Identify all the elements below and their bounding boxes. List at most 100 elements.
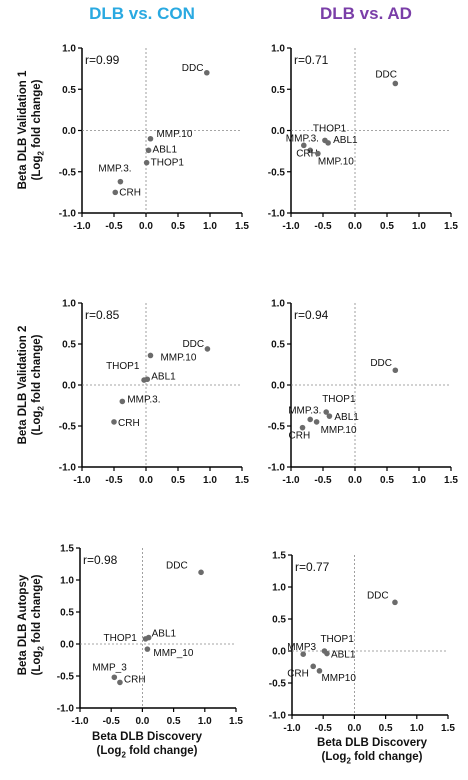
point-label: DDC — [370, 358, 392, 369]
point-label: THOP1 — [151, 158, 185, 169]
point-label: MMP.3. — [98, 164, 131, 175]
y-tick-label: 0.0 — [271, 126, 285, 137]
point-label: MMP3 — [287, 642, 316, 653]
x-tick-label: 1.0 — [410, 723, 424, 734]
point-label: MMP_3 — [92, 662, 127, 673]
y-tick-label: 0.5 — [271, 85, 285, 96]
point-label: DDC — [182, 63, 204, 74]
point-label: DDC — [166, 560, 188, 571]
x-tick-label: 0.0 — [347, 723, 361, 734]
data-point — [315, 150, 321, 157]
x-tick-label: -1.0 — [282, 475, 300, 486]
point-label: DDC — [375, 69, 397, 80]
data-point — [144, 646, 151, 652]
point-label: ABL1 — [152, 629, 177, 640]
point-label: ABL1 — [153, 144, 178, 155]
point-label: DDC — [367, 590, 389, 601]
y-tick-label: -0.5 — [268, 167, 286, 178]
x-tick-label: 1.5 — [235, 221, 249, 232]
point-label: CRH — [124, 674, 146, 685]
y-tick-label: 1.5 — [272, 551, 286, 562]
y-tick-label: 1.0 — [62, 299, 76, 310]
point-label: CRH — [119, 187, 141, 198]
y-tick-label: 0.0 — [62, 126, 76, 137]
x-tick-label: 1.0 — [412, 475, 426, 486]
x-tick-label: 0.0 — [135, 716, 149, 727]
data-point — [313, 419, 320, 425]
y-tick-label: -1.0 — [59, 209, 77, 220]
data-point — [324, 650, 330, 657]
point-label: CRH — [118, 418, 140, 429]
data-point — [117, 679, 123, 686]
x-tick-label: -1.0 — [71, 716, 89, 727]
x-tick-label: -0.5 — [105, 221, 123, 232]
y-tick-label: 0.0 — [272, 647, 286, 658]
data-point — [111, 674, 118, 681]
data-point — [392, 367, 399, 374]
data-point — [392, 80, 399, 87]
x-tick-label: 0.0 — [348, 475, 362, 486]
data-point — [204, 69, 210, 76]
data-point — [325, 140, 331, 146]
point-label: MMP.3. — [286, 133, 319, 144]
data-point — [301, 142, 307, 149]
column-title-dlb-vs-con: DLB vs. CON — [89, 4, 195, 23]
y-tick-label: 0.0 — [60, 640, 74, 651]
x-tick-label: 0.0 — [139, 475, 153, 486]
point-label: THOP1 — [106, 361, 140, 372]
x-tick-label: -0.5 — [105, 475, 123, 486]
x-tick-label: 1.5 — [444, 221, 458, 232]
point-label: CRH — [289, 431, 311, 442]
y-tick-label: -1.0 — [269, 711, 287, 722]
data-point — [300, 651, 307, 657]
x-tick-label: 0.5 — [380, 475, 394, 486]
point-label: MMP.10 — [160, 352, 196, 363]
x-tick-label: 1.5 — [235, 475, 249, 486]
x-tick-label: 0.5 — [171, 475, 185, 486]
y-tick-label: -1.0 — [268, 463, 286, 474]
y-tick-label: 0.5 — [62, 85, 76, 96]
x-tick-label: 1.0 — [198, 716, 212, 727]
x-tick-label: 1.5 — [229, 716, 243, 727]
point-label: ABL1 — [331, 650, 356, 661]
x-tick-label: 0.0 — [139, 221, 153, 232]
data-point — [145, 147, 152, 154]
x-axis-label-left: Beta DLB Discovery (Log2 fold change) — [72, 730, 222, 759]
y-tick-label: -0.5 — [59, 422, 77, 433]
x-tick-label: 1.5 — [444, 475, 458, 486]
x-tick-label: 1.0 — [412, 221, 426, 232]
data-point — [316, 668, 323, 674]
correlation-annotation: r=0.94 — [294, 308, 329, 322]
point-label: THOP1 — [322, 394, 356, 405]
data-point — [145, 634, 152, 641]
correlation-annotation: r=0.98 — [83, 553, 118, 567]
y-tick-label: 1.0 — [62, 44, 76, 55]
point-label: MMP.3. — [288, 405, 321, 416]
column-title-dlb-vs-ad: DLB vs. AD — [320, 4, 412, 23]
y-tick-label: -0.5 — [57, 672, 75, 683]
x-tick-label: -1.0 — [283, 723, 301, 734]
point-label: MMP.10 — [156, 129, 192, 140]
data-point — [299, 424, 306, 431]
x-tick-label: 1.5 — [441, 723, 455, 734]
correlation-annotation: r=0.77 — [295, 560, 330, 574]
data-point — [204, 346, 211, 352]
point-label: MMP.3. — [127, 394, 160, 405]
point-label: CRH — [287, 668, 309, 679]
data-point — [307, 147, 314, 154]
data-point — [143, 159, 150, 166]
x-axis-unit: (Log2 fold change) — [321, 751, 423, 766]
y-tick-label: 1.0 — [272, 583, 286, 594]
x-axis-title: Beta DLB Discovery — [317, 737, 427, 749]
y-tick-label: 0.0 — [62, 381, 76, 392]
data-point — [147, 352, 154, 359]
x-tick-label: -1.0 — [73, 221, 91, 232]
point-label: ABL1 — [151, 371, 176, 382]
point-label: CRH — [296, 148, 318, 159]
x-tick-label: 1.0 — [203, 475, 217, 486]
y-tick-label: 1.0 — [271, 299, 285, 310]
x-tick-label: -0.5 — [314, 221, 332, 232]
x-tick-label: -0.5 — [103, 716, 121, 727]
correlation-annotation: r=0.71 — [294, 53, 329, 67]
